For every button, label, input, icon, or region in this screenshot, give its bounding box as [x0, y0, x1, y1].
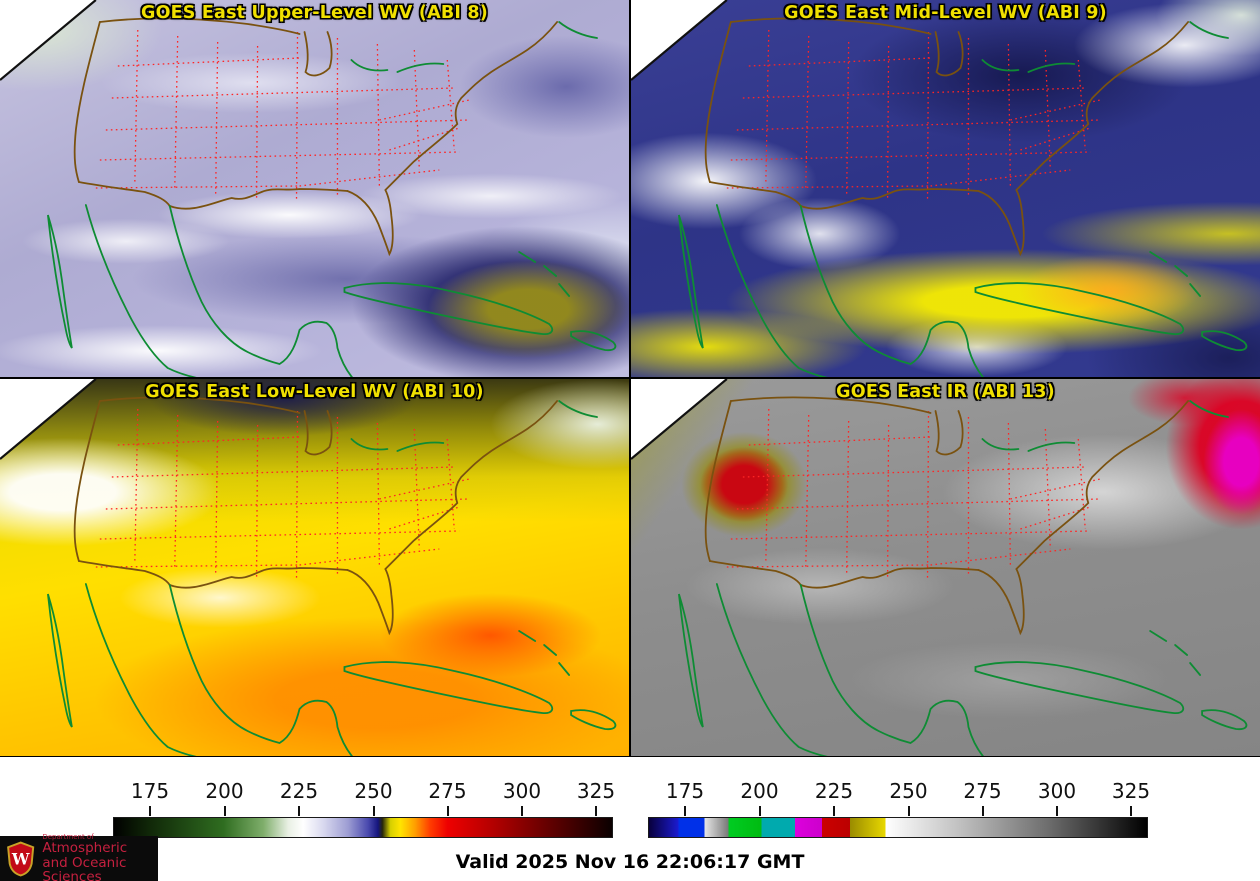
tick-label: 325 [1111, 779, 1151, 803]
ir-colorbar-tick-labels: 175 200 225 250 275 300 325 [648, 779, 1151, 805]
panel-title-abi10: GOES East Low-Level WV (ABI 10) [145, 382, 484, 402]
wv-colorbar-gradient [113, 817, 613, 838]
panel-title-abi13: GOES East IR (ABI 13) [836, 382, 1055, 402]
tick-label: 175 [130, 779, 170, 803]
uw-crest-icon: W [7, 841, 35, 877]
tick-label: 225 [814, 779, 854, 803]
tick-label: 175 [665, 779, 705, 803]
panel-grid: GOES East Upper-Level WV (ABI 8) GOES Ea… [0, 0, 1260, 757]
map-overlay [631, 0, 1248, 377]
wv-colorbar-tick-labels: 175 200 225 250 275 300 325 [113, 779, 616, 805]
panel-ir: GOES East IR (ABI 13) [631, 379, 1260, 756]
map-overlay [0, 379, 617, 756]
wv-colorbar: 175 200 225 250 275 300 325 [113, 779, 616, 838]
panel-low-level-wv: GOES East Low-Level WV (ABI 10) [0, 379, 629, 756]
tick-label: 275 [428, 779, 467, 803]
tick-label: 325 [576, 779, 616, 803]
tick-label: 300 [502, 779, 542, 803]
panel-upper-level-wv: GOES East Upper-Level WV (ABI 8) [0, 0, 629, 377]
map-overlay [0, 0, 617, 377]
svg-text:W: W [11, 849, 30, 868]
tick-label: 250 [354, 779, 393, 803]
tick-label: 200 [205, 779, 244, 803]
tick-label: 225 [279, 779, 319, 803]
panel-mid-level-wv: GOES East Mid-Level WV (ABI 9) [631, 0, 1260, 377]
tick-label: 250 [889, 779, 928, 803]
wv-colorbar-ticks [113, 805, 613, 817]
ir-colorbar: 175 200 225 250 275 300 325 [648, 779, 1151, 838]
ir-colorbar-gradient [648, 817, 1148, 838]
map-overlay [631, 379, 1248, 756]
tick-label: 200 [740, 779, 779, 803]
panel-title-abi8: GOES East Upper-Level WV (ABI 8) [141, 3, 488, 23]
panel-title-abi9: GOES East Mid-Level WV (ABI 9) [784, 3, 1107, 23]
logo-line-1: Atmospheric [42, 840, 128, 857]
valid-time-label: Valid 2025 Nov 16 22:06:17 GMT [455, 851, 805, 873]
uw-aos-logo: W Department of Atmospheric and Oceanic … [0, 833, 158, 881]
logo-line-2: and Oceanic Sciences [42, 854, 127, 881]
footer: 175 200 225 250 275 300 325 175 200 225 … [0, 757, 1260, 881]
tick-label: 275 [963, 779, 1002, 803]
logo-dept-line: Department of [42, 833, 94, 842]
logo-text: Department of Atmospheric and Oceanic Sc… [42, 833, 158, 881]
ir-colorbar-ticks [648, 805, 1148, 817]
tick-label: 300 [1037, 779, 1077, 803]
